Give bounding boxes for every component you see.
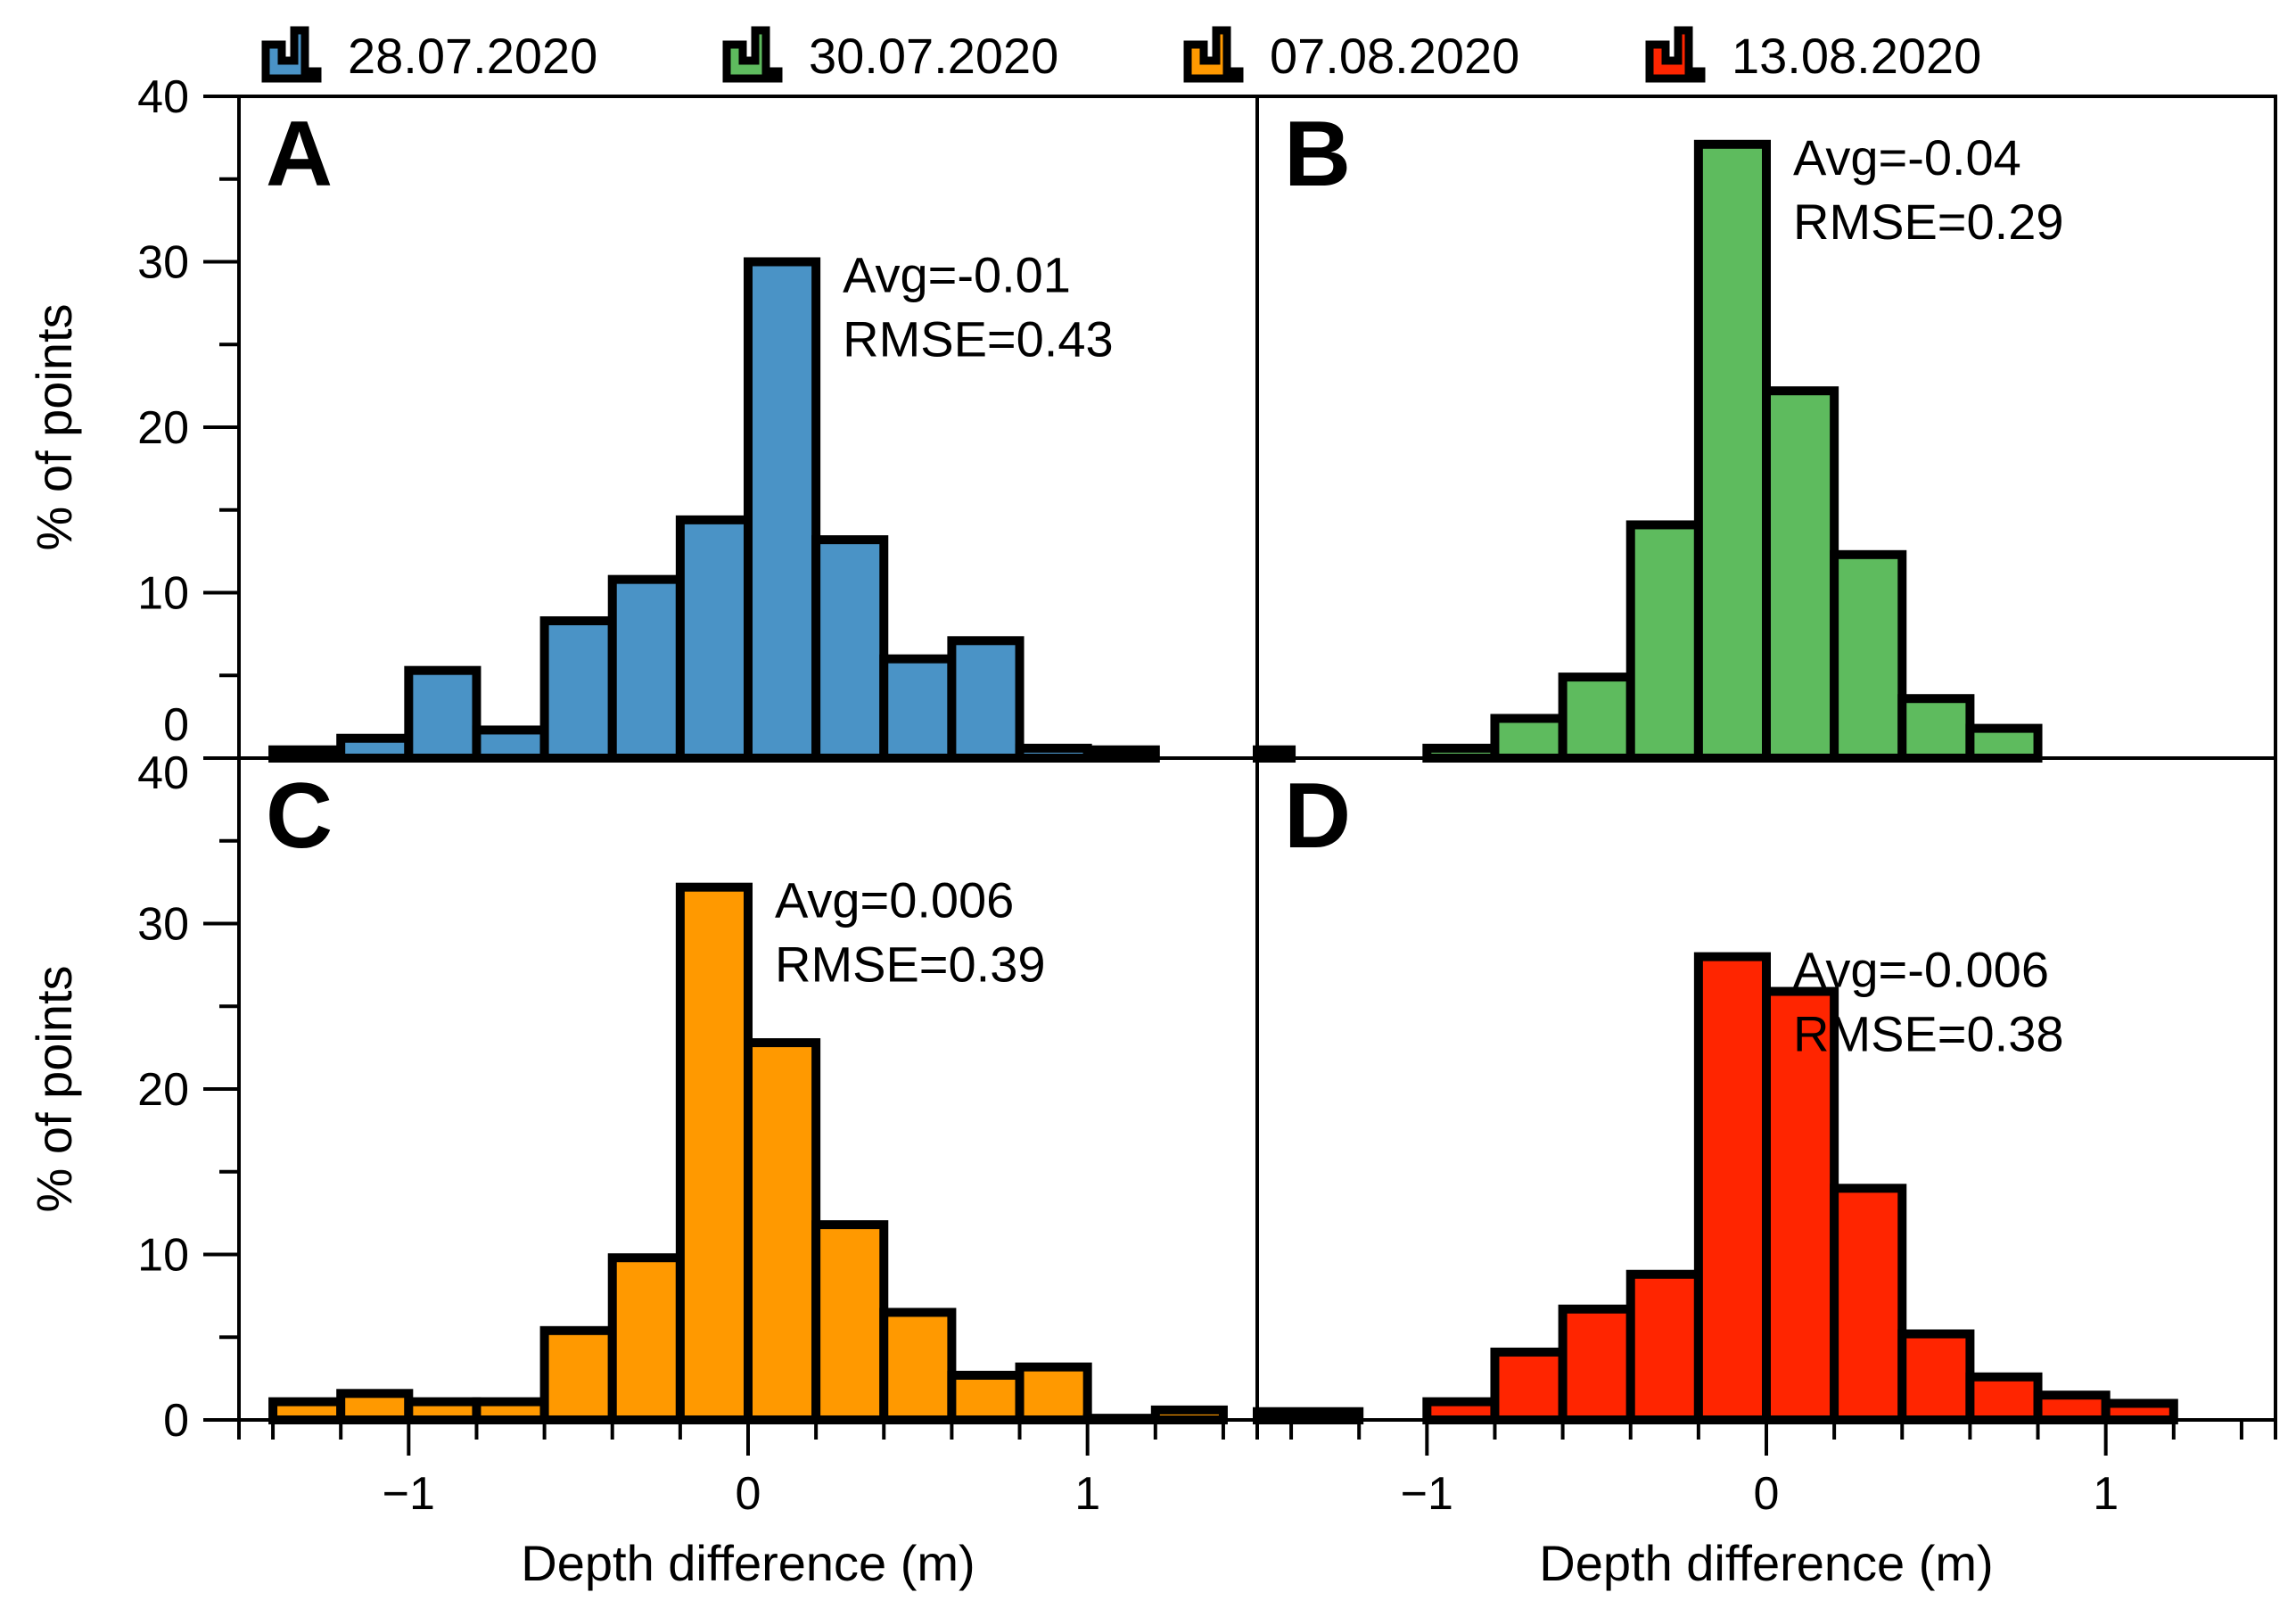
histogram-bar bbox=[607, 574, 685, 763]
y-axis-title: % of points bbox=[26, 303, 82, 550]
x-tick-label: 1 bbox=[2093, 1468, 2119, 1520]
histogram-bar bbox=[1762, 386, 1839, 763]
histogram-bar bbox=[947, 636, 1025, 763]
histogram-bar bbox=[607, 1253, 685, 1424]
histogram-bar bbox=[1490, 1347, 1568, 1424]
panel-letter: C bbox=[266, 764, 333, 868]
histogram-bar bbox=[879, 654, 957, 763]
rmse-annotation: RMSE=0.38 bbox=[1793, 1006, 2064, 1062]
legend-entry: 28.07.2020 bbox=[261, 26, 597, 84]
panel-letter: D bbox=[1284, 764, 1351, 868]
y-tick-label: 0 bbox=[163, 699, 189, 751]
y-tick-label: 40 bbox=[137, 747, 189, 799]
y-tick-label: 0 bbox=[163, 1395, 189, 1447]
histogram-bar bbox=[675, 882, 753, 1424]
legend-swatch-icon bbox=[1645, 26, 1706, 83]
panel-c: C Avg=0.006 RMSE=0.39 bbox=[266, 764, 1228, 1425]
avg-annotation: Avg=-0.006 bbox=[1793, 942, 2049, 998]
histogram-bar bbox=[1490, 714, 1568, 763]
histogram-bar bbox=[1965, 723, 2043, 763]
legend-label: 28.07.2020 bbox=[348, 28, 597, 84]
histogram-bar bbox=[744, 257, 821, 763]
histogram-bar bbox=[2033, 1390, 2111, 1425]
histogram-bar bbox=[811, 535, 889, 763]
x-tick-label: 0 bbox=[736, 1468, 761, 1520]
histogram-bar bbox=[1965, 1372, 2043, 1425]
legend-swatch-icon bbox=[722, 26, 783, 83]
y-tick-label: 30 bbox=[137, 899, 189, 951]
histogram-bar bbox=[1693, 952, 1772, 1424]
rmse-annotation: RMSE=0.43 bbox=[843, 311, 1113, 367]
histogram-bar bbox=[744, 1038, 821, 1425]
histogram-bar bbox=[1422, 1397, 1500, 1424]
histogram-bar bbox=[539, 1325, 617, 1424]
panel-d: D Avg=-0.006 RMSE=0.38 bbox=[1253, 764, 2178, 1425]
histogram-bar bbox=[1558, 672, 1635, 763]
avg-annotation: Avg=0.006 bbox=[775, 872, 1014, 928]
legend: 28.07.2020 30.07.2020 07.08.2020 13.08.2020 bbox=[261, 26, 1981, 84]
histogram-bar bbox=[1625, 1269, 1703, 1425]
histogram-bar bbox=[336, 733, 414, 763]
histogram-bar bbox=[675, 515, 753, 763]
y-tick-label: 10 bbox=[137, 1230, 189, 1282]
histogram-bar bbox=[268, 1397, 346, 1424]
histogram-bar bbox=[1830, 549, 1907, 763]
histogram-bar bbox=[1830, 1184, 1907, 1425]
histogram-bar bbox=[1625, 520, 1703, 763]
panel-letter: A bbox=[266, 103, 333, 206]
rmse-annotation: RMSE=0.29 bbox=[1793, 194, 2064, 250]
panel-a: A Avg=-0.01 RMSE=0.43 bbox=[266, 103, 1160, 763]
x-tick-label: −1 bbox=[383, 1468, 435, 1520]
histogram-bar bbox=[1897, 1329, 1975, 1425]
legend-label: 30.07.2020 bbox=[809, 28, 1058, 84]
panel-letter: B bbox=[1284, 103, 1351, 206]
avg-annotation: Avg=-0.04 bbox=[1793, 129, 2021, 186]
histogram-bar bbox=[1558, 1304, 1635, 1424]
histogram-bar bbox=[404, 665, 481, 763]
histogram-bar bbox=[2101, 1399, 2178, 1424]
rmse-annotation: RMSE=0.39 bbox=[775, 937, 1046, 993]
x-axis-title: Depth difference (m) bbox=[1539, 1535, 1993, 1591]
legend-label: 07.08.2020 bbox=[1270, 28, 1519, 84]
legend-swatch-icon bbox=[1183, 26, 1244, 83]
y-tick-label: 40 bbox=[137, 71, 189, 123]
histogram-bar bbox=[539, 616, 617, 763]
legend-entry: 07.08.2020 bbox=[1183, 26, 1519, 84]
x-tick-label: 1 bbox=[1074, 1468, 1100, 1520]
legend-entry: 13.08.2020 bbox=[1645, 26, 1981, 84]
histogram-bar bbox=[811, 1220, 889, 1424]
panel-b: B Avg=-0.04 RMSE=0.29 bbox=[1253, 103, 2064, 763]
histogram-bar bbox=[1897, 694, 1975, 763]
histogram-bar bbox=[879, 1308, 957, 1425]
legend-entry: 30.07.2020 bbox=[722, 26, 1058, 84]
avg-annotation: Avg=-0.01 bbox=[843, 247, 1071, 303]
histogram-bar bbox=[947, 1370, 1025, 1425]
y-axis-title: % of points bbox=[26, 965, 82, 1212]
y-tick-label: 20 bbox=[137, 402, 189, 454]
x-tick-label: 0 bbox=[1754, 1468, 1780, 1520]
legend-swatch-icon bbox=[261, 26, 322, 83]
legend-label: 13.08.2020 bbox=[1732, 28, 1981, 84]
x-tick-label: −1 bbox=[1401, 1468, 1453, 1520]
histogram-bar bbox=[1693, 139, 1772, 763]
y-tick-label: 10 bbox=[137, 568, 189, 620]
histogram-bar bbox=[336, 1389, 414, 1424]
x-axis-title: Depth difference (m) bbox=[521, 1535, 975, 1591]
histogram-bar bbox=[404, 1397, 481, 1424]
y-tick-label: 30 bbox=[137, 237, 189, 289]
histogram-bar bbox=[472, 1397, 549, 1424]
histogram-bar bbox=[1015, 1362, 1092, 1425]
histogram-bar bbox=[472, 725, 549, 763]
y-tick-label: 20 bbox=[137, 1064, 189, 1116]
